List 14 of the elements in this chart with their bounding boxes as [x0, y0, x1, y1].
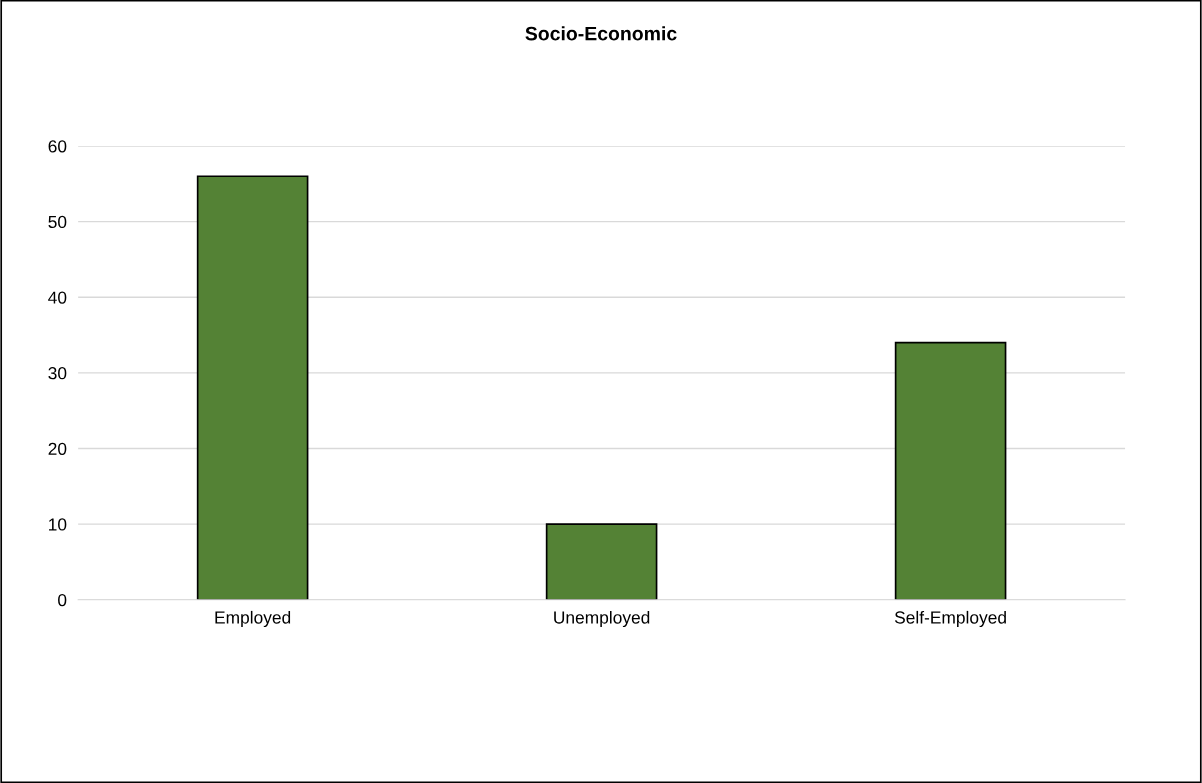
y-tick-label: 40 [48, 291, 67, 304]
x-tick-label: Self-Employed [894, 610, 1006, 628]
y-tick-label: 10 [49, 518, 67, 531]
bar [894, 341, 1007, 600]
y-tick-label: 50 [48, 215, 67, 229]
chart-title: Socio-Economic [525, 26, 677, 41]
x-tick-label: Employed [215, 610, 291, 628]
bar [545, 523, 658, 600]
y-tick-label: 0 [58, 593, 67, 607]
x-tick-label: Unemployed [554, 610, 650, 628]
bar [196, 175, 309, 600]
y-tick-label: 30 [48, 367, 67, 380]
y-tick-label: 20 [48, 442, 67, 455]
y-tick-label: 60 [48, 140, 67, 153]
